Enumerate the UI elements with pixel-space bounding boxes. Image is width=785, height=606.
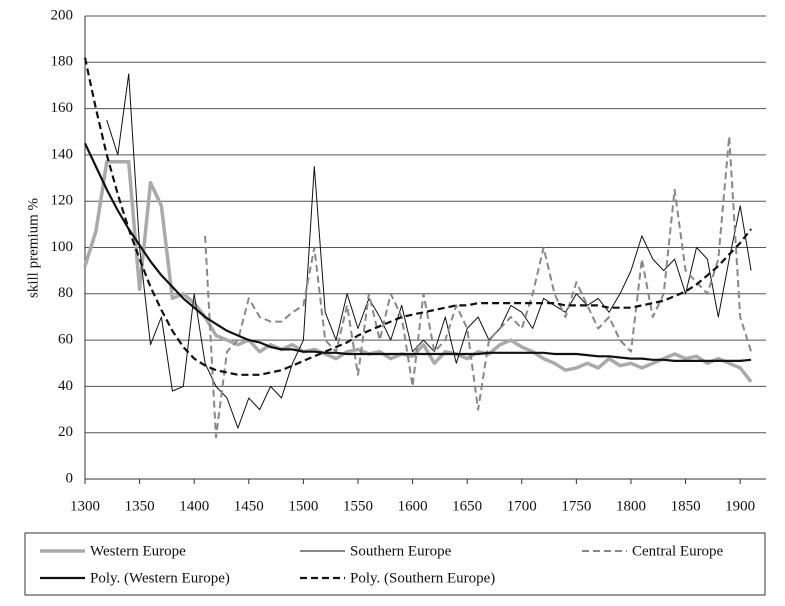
x-tick-label: 1650	[452, 498, 482, 514]
legend-box	[24, 532, 766, 596]
x-tick-label: 1550	[343, 498, 373, 514]
y-tick-label: 180	[51, 54, 74, 70]
series-line	[83, 57, 752, 376]
series-line	[84, 142, 752, 362]
series-line	[106, 73, 752, 429]
x-tick-label: 1400	[179, 498, 209, 514]
legend-label: Poly. (Southern Europe)	[350, 570, 495, 586]
legend-label: Central Europe	[632, 543, 724, 559]
x-tick-label: 1600	[398, 498, 428, 514]
x-tick-label: 1750	[561, 498, 591, 514]
y-tick-label: 0	[66, 470, 74, 486]
legend-label: Southern Europe	[350, 543, 452, 559]
x-tick-label: 1850	[671, 498, 701, 514]
x-tick-label: 1800	[616, 498, 646, 514]
x-tick-label: 1450	[234, 498, 264, 514]
x-tick-label: 1700	[507, 498, 537, 514]
y-tick-label: 40	[58, 378, 73, 394]
y-tick-label: 60	[58, 332, 73, 348]
y-tick-label: 160	[51, 100, 74, 116]
y-tick-label: 80	[58, 285, 73, 301]
y-tick-label: 120	[51, 193, 74, 209]
x-tick-label: 1350	[125, 498, 155, 514]
legend-label: Poly. (Western Europe)	[90, 570, 230, 586]
y-tick-label: 140	[51, 146, 74, 162]
x-tick-label: 1900	[725, 498, 755, 514]
legend-label: Western Europe	[90, 543, 186, 559]
y-tick-label: 200	[51, 7, 74, 23]
series-line	[204, 135, 753, 439]
x-tick-label: 1500	[288, 498, 318, 514]
y-tick-label: 100	[51, 239, 74, 255]
y-tick-label: 20	[58, 424, 73, 440]
x-tick-label: 1300	[70, 498, 100, 514]
y-axis-label: skill premium %	[25, 198, 41, 298]
